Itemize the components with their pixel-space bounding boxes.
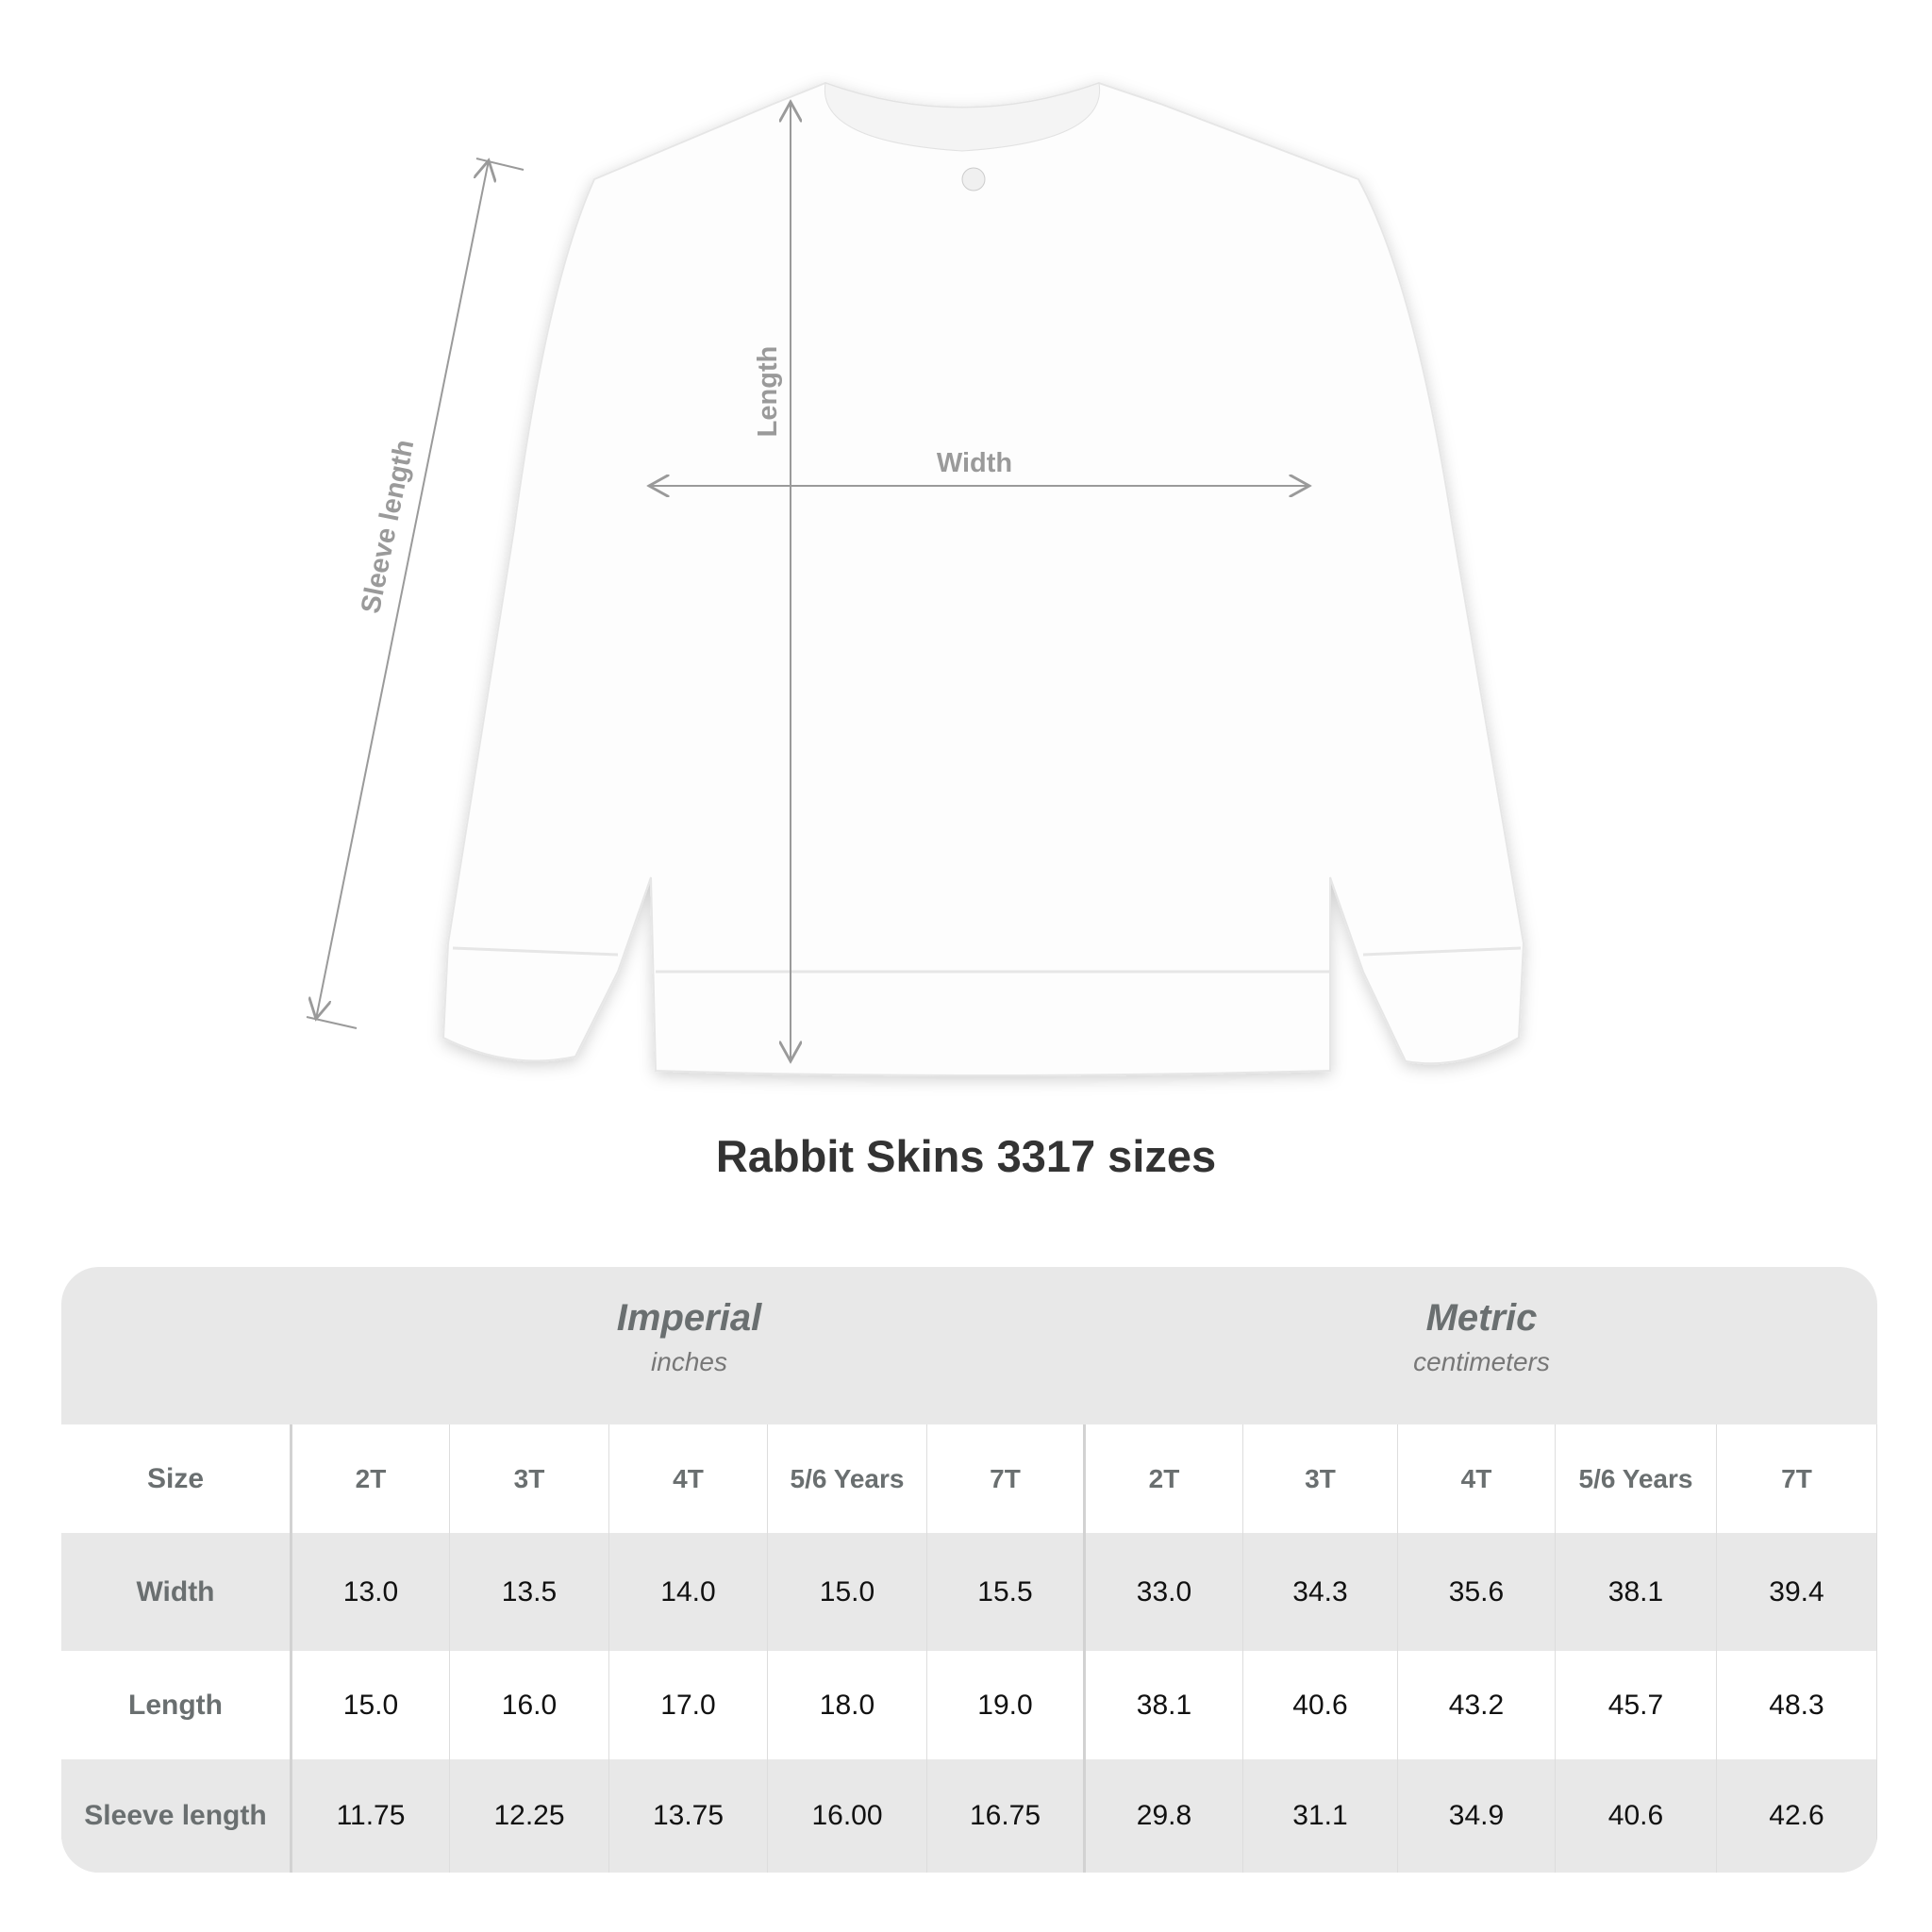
metric-value: 29.8 [1086,1759,1243,1873]
sleeve-length-label: Sleeve length [356,437,420,616]
imperial-value: 14.0 [609,1533,768,1651]
metric-value: 31.1 [1243,1759,1398,1873]
metric-unit: centimeters [1413,1347,1550,1376]
size-column-header: 3T [450,1424,609,1533]
imperial-value: 13.5 [450,1533,609,1651]
imperial-value: 15.5 [927,1533,1086,1651]
size-column-header: 3T [1243,1424,1398,1533]
metric-value: 34.9 [1398,1759,1556,1873]
metric-header: Metric centimeters [1086,1267,1877,1424]
metric-value: 38.1 [1556,1533,1717,1651]
size-column-header: 5/6 Years [768,1424,927,1533]
metric-value: 38.1 [1086,1651,1243,1759]
imperial-value: 16.0 [450,1651,609,1759]
imperial-value: 18.0 [768,1651,927,1759]
imperial-value: 11.75 [292,1759,450,1873]
size-column-header: 4T [609,1424,768,1533]
imperial-value: 12.25 [450,1759,609,1873]
metric-value: 40.6 [1556,1759,1717,1873]
sleeve-measure-line [316,160,489,1019]
metric-value: 35.6 [1398,1533,1556,1651]
metric-value: 45.7 [1556,1651,1717,1759]
page-title: Rabbit Skins 3317 sizes [715,1131,1217,1181]
size-column-header: 5/6 Years [1556,1424,1717,1533]
imperial-unit: inches [651,1347,727,1376]
table-row: Width 13.0 13.5 14.0 15.0 15.5 33.0 34.3 35.6 38.… [61,1533,1877,1651]
metric-value: 34.3 [1243,1533,1398,1651]
size-table: Imperial inches Metric centimeters Size 2… [61,1267,1877,1873]
metric-value: 33.0 [1086,1533,1243,1651]
imperial-value: 16.75 [927,1759,1086,1873]
metric-value: 40.6 [1243,1651,1398,1759]
imperial-label: Imperial [616,1297,762,1339]
imperial-value: 15.0 [292,1651,450,1759]
imperial-value: 19.0 [927,1651,1086,1759]
row-label: Width [61,1533,292,1651]
width-label: Width [937,448,1012,478]
metric-value: 39.4 [1717,1533,1877,1651]
row-label: Length [61,1651,292,1759]
sweatshirt-illustration [441,81,1525,1076]
size-column-header: 7T [1717,1424,1877,1533]
length-label: Length [753,346,783,438]
size-column-header: 2T [292,1424,450,1533]
size-header-label: Size [61,1424,292,1533]
table-row: Sleeve length 11.75 12.25 13.75 16.00 16.75 29… [61,1759,1877,1873]
metric-label: Metric [1425,1297,1538,1339]
imperial-value: 16.00 [768,1759,927,1873]
imperial-value: 15.0 [768,1533,927,1651]
imperial-header: Imperial inches [292,1267,1086,1424]
size-header-row: Size 2T 3T 4T 5/6 Years 7T 2T 3T 4T 5/6 Years 7T [61,1424,1877,1533]
metric-value: 48.3 [1717,1651,1877,1759]
sweatshirt-diagram: Length Width Sleeve length [306,81,1525,1076]
size-column-header: 7T [927,1424,1086,1533]
size-column-header: 4T [1398,1424,1556,1533]
table-row: Length 15.0 16.0 17.0 18.0 19.0 38.1 40.6 43.2 45… [61,1651,1877,1759]
imperial-value: 13.75 [609,1759,768,1873]
size-column-header: 2T [1086,1424,1243,1533]
row-label: Sleeve length [61,1759,292,1873]
metric-value: 43.2 [1398,1651,1556,1759]
imperial-value: 13.0 [292,1533,450,1651]
metric-value: 42.6 [1717,1759,1877,1873]
imperial-value: 17.0 [609,1651,768,1759]
